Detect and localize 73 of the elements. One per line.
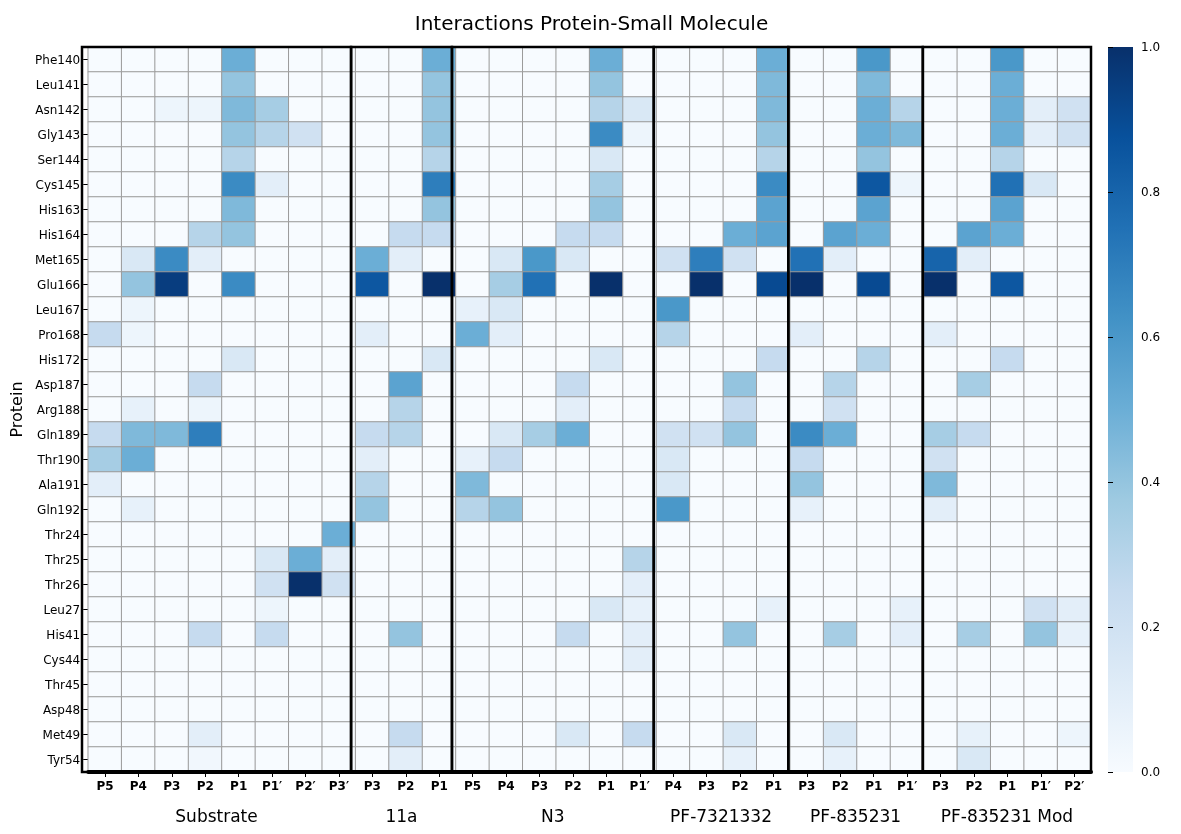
y-tick-label: Tyr54 [46,752,81,767]
color-bar-label: 0.2 [1141,620,1161,634]
x-tick-label: P3 [163,779,181,793]
x-tick-label: P1′ [1030,779,1052,793]
y-tick-label: Leu167 [35,302,81,317]
x-tick-label: P1 [865,779,883,793]
y-tick-label: Thr25 [44,552,81,567]
y-tick-label: Met165 [34,252,81,267]
y-tick-label: His164 [38,227,81,242]
x-tick-label: P1 [430,779,448,793]
y-tick-label: Asn142 [35,102,81,117]
y-tick-label: Leu141 [35,77,81,92]
x-tick-label: P2 [564,779,582,793]
y-tick-label: Met49 [42,727,81,742]
y-tick-label: Gly143 [37,127,81,142]
x-tick-label: P3 [932,779,950,793]
text: Substrate [175,805,258,826]
y-tick-label: Asp187 [35,377,81,392]
x-tick-label: P2 [397,779,415,793]
x-tick-label: P2′ [1064,779,1085,793]
color-bar-label: 0.6 [1141,330,1161,344]
text: PF-835231 [810,805,902,826]
y-tick-label: Ser144 [37,152,81,167]
y-tick-label: Phe140 [35,52,81,67]
x-tick-label: P5 [96,779,114,793]
y-tick-label: Arg188 [36,402,81,417]
x-tick-label: P1 [597,779,615,793]
color-bar-label: 0.4 [1141,475,1161,489]
y-tick-label: Leu27 [43,602,81,617]
y-tick-label: His41 [46,627,81,642]
x-tick-label: P1 [764,779,783,793]
x-tick-label: P2 [196,779,214,793]
x-tick-label: P3′ [328,779,350,793]
x-tick-label: P1 [998,779,1017,793]
color-bar-label: 0.8 [1141,185,1161,199]
chart-title: Interactions Protein-Small Molecule [414,11,769,35]
x-tick-label: P1′ [897,779,918,793]
x-tick-label: P4 [497,779,515,793]
x-tick-label: P3 [698,779,716,793]
y-tick-label: Ala191 [38,477,81,492]
y-tick-label: Pro168 [38,327,81,342]
text: N3 [541,805,565,826]
y-tick-label: His163 [38,202,81,217]
x-tick-label: P2′ [295,779,316,793]
x-tick-label: P3 [530,779,549,793]
x-tick-label: P4 [664,779,682,793]
x-tick-label: P2 [731,779,749,793]
x-tick-label: P3 [363,779,381,793]
text: PF-7321332 [670,805,772,826]
x-tick-label: P2 [831,779,849,793]
y-tick-label: Gln192 [37,502,81,517]
y-tick-label: Glu166 [37,277,81,292]
color-bar-label: 1.0 [1141,40,1161,54]
y-tick-label: Gln189 [37,427,81,442]
y-tick-label: Thr190 [36,452,81,467]
x-tick-label: P1 [230,779,248,793]
text: PF-835231 Mod [940,805,1074,826]
x-tick-label: P1′ [629,779,650,793]
x-tick-label: P5 [464,779,482,793]
x-tick-label: P3 [798,779,816,793]
y-tick-label: Cys44 [43,652,81,667]
color-bar-label: 0.0 [1141,765,1161,779]
x-tick-label: P1′ [261,779,283,793]
x-tick-label: P2 [965,779,983,793]
y-axis-title: Protein [6,381,26,438]
y-tick-label: Thr26 [44,577,81,592]
text: 11a [385,805,418,826]
y-tick-label: Asp48 [42,702,81,717]
y-tick-label: Thr45 [44,677,81,692]
y-tick-label: Thr24 [44,527,81,542]
y-tick-label: Cys145 [35,177,81,192]
x-tick-label: P4 [129,779,147,793]
y-tick-label: His172 [38,352,81,367]
